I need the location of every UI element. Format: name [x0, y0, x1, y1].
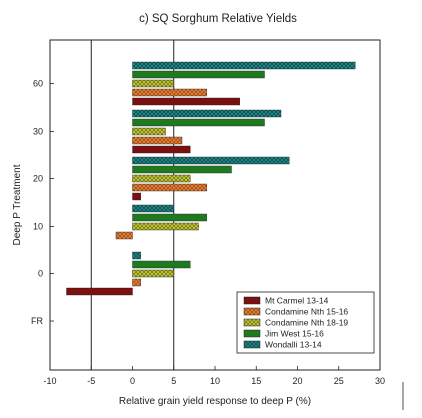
- y-tick-label: FR: [31, 316, 43, 326]
- bar-wondalli-13-14: [132, 204, 174, 213]
- bar-jim-west-15-16: [132, 70, 265, 79]
- x-tick-label: 5: [171, 376, 176, 386]
- bar-mt-carmel-13-14: [132, 192, 141, 201]
- bar-jim-west-15-16: [132, 213, 207, 222]
- bars: [66, 61, 356, 296]
- chart-title: c) SQ Sorghum Relative Yields: [139, 13, 297, 25]
- y-tick-label: 10: [33, 222, 43, 232]
- bar-wondalli-13-14: [132, 156, 290, 165]
- bar-mt-carmel-13-14: [132, 145, 191, 154]
- x-tick-label: -5: [87, 376, 95, 386]
- bar-wondalli-13-14: [132, 61, 356, 70]
- x-tick-label: 0: [130, 376, 135, 386]
- legend-swatch: [243, 340, 261, 349]
- legend-label: Condamine Nth 18-19: [265, 318, 348, 328]
- bar-condamine-nth-15-16: [132, 136, 183, 145]
- bar-condamine-nth-15-16: [132, 88, 207, 97]
- y-axis-label: Deep P Treatment: [12, 164, 23, 245]
- bar-wondalli-13-14: [132, 109, 282, 118]
- y-tick-label: 60: [33, 79, 43, 89]
- legend-label: Wondalli 13-14: [265, 340, 322, 350]
- bar-jim-west-15-16: [132, 165, 232, 174]
- x-axis-label: Relative grain yield response to deep P …: [119, 396, 311, 407]
- bar-jim-west-15-16: [132, 118, 265, 127]
- x-tick-label: 15: [251, 376, 261, 386]
- x-tick-label: 10: [210, 376, 220, 386]
- legend-label: Jim West 15-16: [265, 329, 324, 339]
- y-tick-label: 0: [38, 269, 43, 279]
- y-axis-ticks: 60 30 20 10 0 FR: [31, 79, 54, 326]
- bar-condamine-nth-18-19: [132, 269, 174, 278]
- bar-condamine-nth-15-16: [115, 231, 133, 240]
- x-tick-label: -10: [43, 376, 56, 386]
- y-tick-label: 30: [33, 127, 43, 137]
- bar-condamine-nth-15-16: [132, 183, 207, 192]
- bar-condamine-nth-18-19: [132, 222, 199, 231]
- bar-condamine-nth-18-19: [132, 79, 174, 88]
- bar-mt-carmel-13-14: [66, 287, 133, 296]
- bar-condamine-nth-15-16: [132, 278, 141, 287]
- x-axis-ticks: -10 -5 0 5 10 15 20 25 30: [43, 366, 385, 386]
- bar-wondalli-13-14: [132, 251, 141, 260]
- y-tick-label: 20: [33, 174, 43, 184]
- x-tick-label: 30: [375, 376, 385, 386]
- legend-swatch: [243, 296, 261, 305]
- legend-label: Mt Carmel 13-14: [265, 296, 329, 306]
- legend-label: Condamine Nth 15-16: [265, 307, 348, 317]
- bar-mt-carmel-13-14: [132, 97, 240, 106]
- legend-swatch: [243, 329, 261, 338]
- bar-condamine-nth-18-19: [132, 174, 191, 183]
- legend-swatch: [243, 318, 261, 327]
- x-tick-label: 25: [334, 376, 344, 386]
- bar-jim-west-15-16: [132, 260, 191, 269]
- legend-swatch: [243, 307, 261, 316]
- x-tick-label: 20: [292, 376, 302, 386]
- bar-condamine-nth-18-19: [132, 127, 166, 136]
